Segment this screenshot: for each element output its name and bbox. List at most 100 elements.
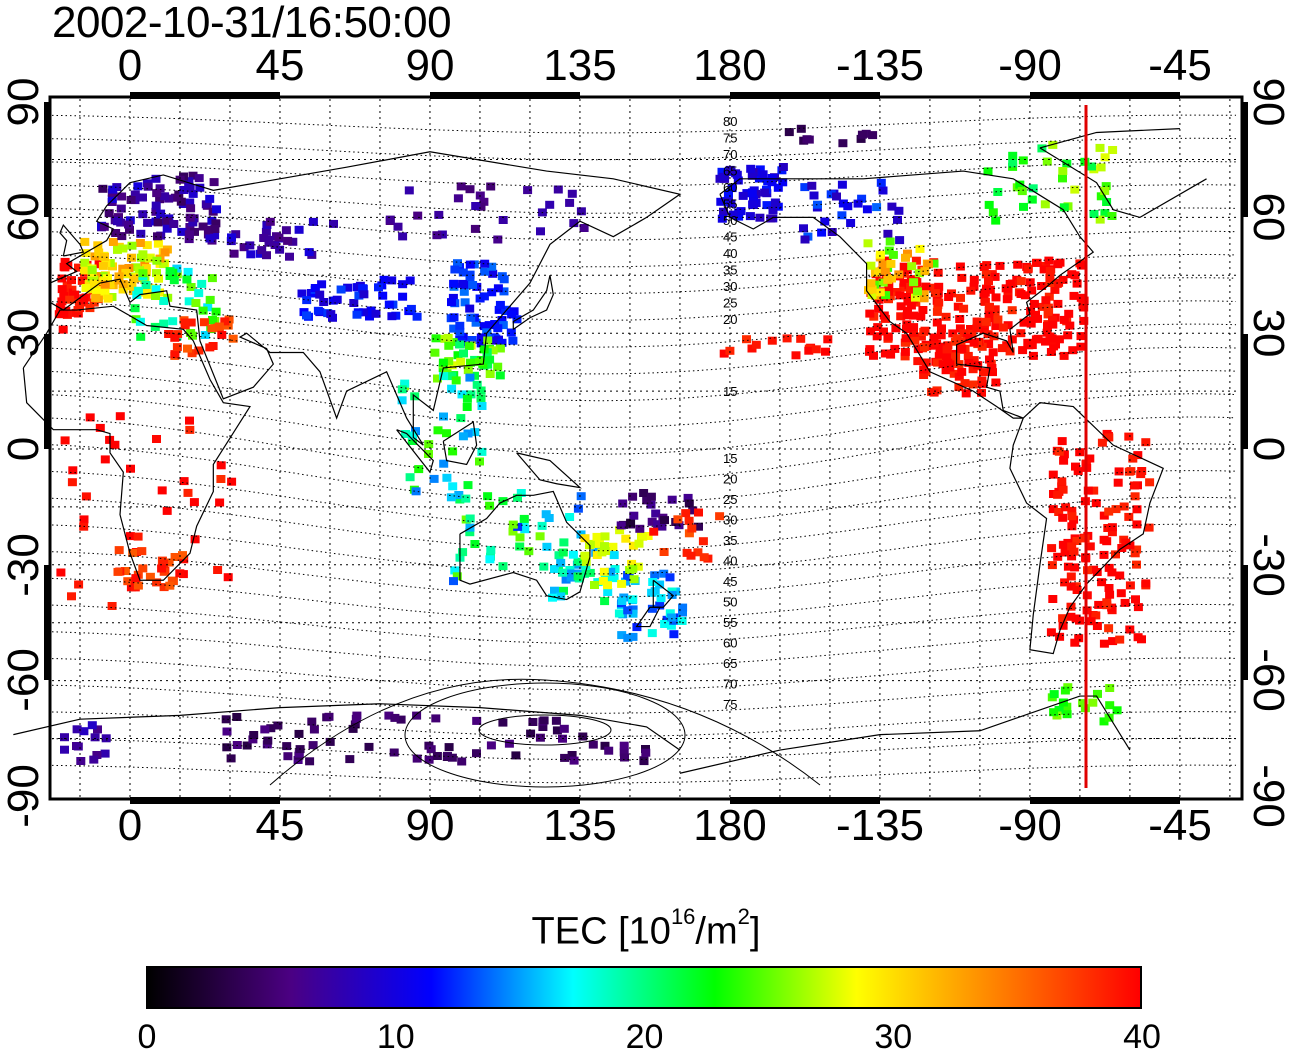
tec-point [1107, 523, 1117, 532]
tec-point [59, 292, 69, 301]
tec-point [151, 201, 161, 210]
contour-label: 80 [723, 114, 737, 129]
tec-point [919, 365, 929, 374]
tec-point [656, 594, 666, 603]
tec-point [133, 286, 143, 295]
tec-point [678, 608, 687, 617]
frame-tick-bar [130, 92, 280, 99]
colorbar-title-exp1: 16 [670, 904, 696, 929]
tec-point [265, 217, 275, 226]
latitude-tick-label: -30 [1244, 533, 1292, 597]
tec-point [487, 262, 497, 271]
tec-point [186, 204, 196, 213]
tec-point [1076, 332, 1086, 341]
tec-point [827, 228, 837, 236]
tec-point [1062, 710, 1072, 719]
tec-point [921, 282, 931, 291]
tec-point [678, 603, 688, 612]
tec-point [545, 200, 555, 209]
tec-point [498, 562, 508, 571]
tec-point [62, 281, 72, 290]
tec-point [687, 524, 697, 533]
tec-point [80, 237, 90, 246]
contour-label: 75 [723, 131, 737, 146]
coastline-path [512, 275, 554, 330]
tec-point [1092, 622, 1102, 630]
tec-point [223, 573, 233, 582]
tec-point [573, 572, 583, 581]
tec-point [465, 185, 475, 194]
tec-point [493, 284, 503, 293]
tec-point [447, 298, 456, 307]
tec-point [732, 170, 742, 179]
frame-tick-bar [1241, 565, 1248, 680]
tec-point [1016, 329, 1026, 338]
tec-point [914, 269, 924, 278]
tec-point [169, 276, 179, 285]
tec-point [998, 323, 1008, 332]
tec-point [1145, 478, 1155, 487]
tec-point [397, 385, 407, 394]
longitude-tick-label: 45 [255, 801, 305, 850]
tec-point [387, 276, 397, 285]
tec-point [628, 632, 638, 641]
tec-point [954, 372, 964, 381]
tec-point [1089, 486, 1099, 495]
tec-point [1125, 625, 1135, 634]
tec-point [592, 532, 602, 541]
tec-point [1094, 600, 1104, 609]
tec-point [434, 210, 444, 219]
contour-label: 15 [723, 384, 737, 399]
tec-point [463, 429, 473, 438]
tec-point [439, 412, 448, 421]
tec-point [809, 191, 819, 200]
tec-point [1003, 321, 1013, 330]
tec-point [183, 267, 193, 276]
tec-point [446, 493, 456, 502]
tec-point [1108, 637, 1118, 646]
tec-point [620, 753, 629, 762]
tec-point [448, 482, 458, 491]
tec-point [991, 322, 1001, 330]
contour-label: 45 [723, 574, 737, 589]
tec-point [203, 303, 213, 312]
tec-point [969, 275, 979, 284]
tec-point [1104, 584, 1114, 592]
tec-point [548, 593, 557, 602]
tec-point [565, 198, 575, 207]
tec-point [170, 553, 180, 561]
tec-point [634, 539, 644, 548]
tec-point [800, 183, 810, 192]
latitude-tick-label: -90 [1244, 764, 1292, 828]
tec-point [606, 567, 616, 576]
tec-point [110, 440, 120, 449]
tec-point [804, 346, 814, 355]
tec-point [643, 532, 653, 540]
tec-point [494, 305, 504, 314]
tec-point [919, 343, 929, 351]
tec-point [1089, 565, 1099, 574]
tec-point [1046, 628, 1056, 637]
tec-point [283, 752, 293, 761]
tec-point [424, 440, 434, 449]
magnetic-contour [51, 277, 1237, 321]
tec-point [673, 515, 683, 524]
tec-point [600, 597, 610, 606]
tec-point [773, 202, 783, 211]
tec-point [883, 275, 893, 284]
coastline-path [516, 452, 582, 489]
tec-point [305, 757, 315, 766]
tec-point [993, 188, 1003, 196]
tec-point [1058, 614, 1068, 623]
tec-point [282, 742, 292, 751]
tec-point [960, 379, 970, 388]
tec-point [1079, 316, 1089, 325]
coastline-path [442, 420, 478, 466]
tec-point [120, 567, 130, 575]
tec-point [205, 343, 215, 352]
tec-point [1136, 470, 1146, 479]
tec-point [185, 198, 195, 207]
tec-point [878, 186, 888, 195]
tec-point [283, 236, 293, 245]
tec-point [642, 496, 652, 505]
